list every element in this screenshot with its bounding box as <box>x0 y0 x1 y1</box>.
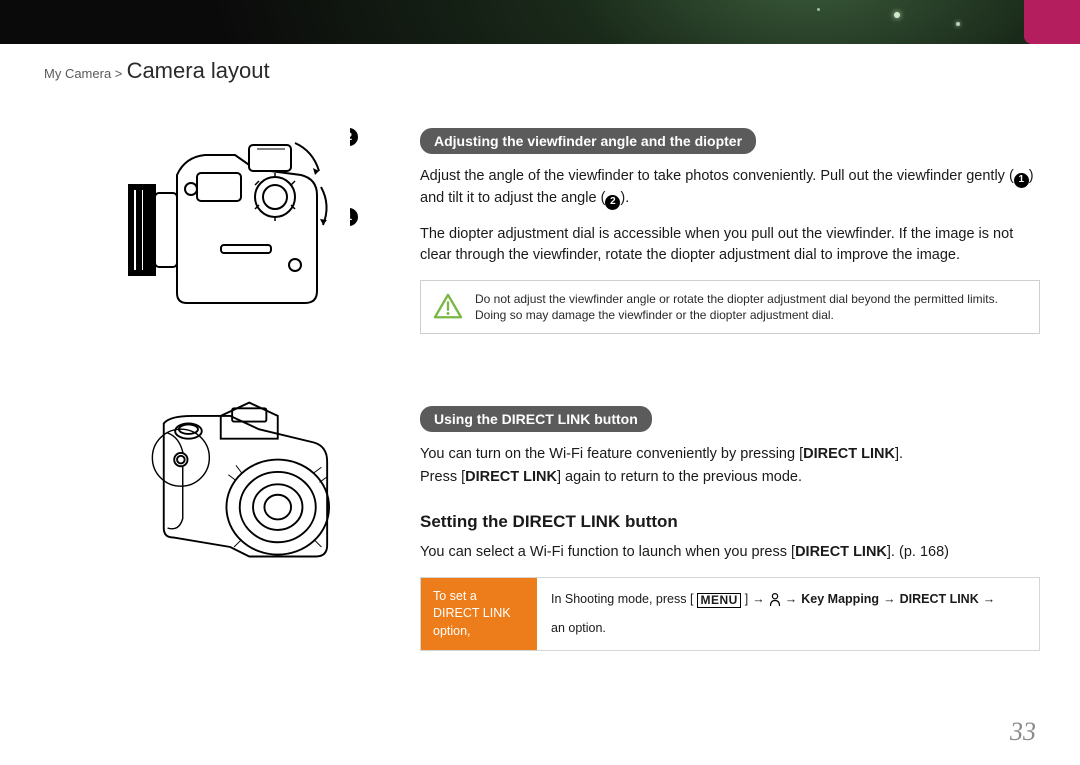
section1-para1: Adjust the angle of the viewfinder to ta… <box>420 166 1040 210</box>
section-heading-2: Using the DIRECT LINK button <box>420 406 652 432</box>
page-number: 33 <box>1010 717 1036 747</box>
section2-para1: You can turn on the Wi-Fi feature conven… <box>420 444 1040 465</box>
arrow-icon: → <box>983 591 996 609</box>
instruction-steps: In Shooting mode, press [ MENU] → → Key … <box>537 578 1039 651</box>
text: You can turn on the Wi-Fi feature conven… <box>420 446 803 462</box>
magenta-tab <box>1024 0 1080 44</box>
arrow-icon: → <box>752 591 765 609</box>
content-column: Adjusting the viewfinder angle and the d… <box>420 128 1040 651</box>
text: ). <box>620 190 629 206</box>
arrow-icon: → <box>785 591 798 609</box>
text: Adjust the angle of the viewfinder to ta… <box>420 168 1014 184</box>
subheading-para: You can select a Wi-Fi function to launc… <box>420 542 1040 563</box>
breadcrumb: My Camera > Camera layout <box>44 58 270 84</box>
text: ] <box>745 591 748 609</box>
bold-text: DIRECT LINK <box>900 591 979 609</box>
section-heading-1: Adjusting the viewfinder angle and the d… <box>420 128 756 154</box>
inline-callout-1: 1 <box>1014 173 1029 188</box>
warning-text: Do not adjust the viewfinder angle or ro… <box>475 292 998 322</box>
text: Press [ <box>420 469 465 485</box>
warning-box: Do not adjust the viewfinder angle or ro… <box>420 280 1040 334</box>
sparkle-decor <box>894 12 900 18</box>
camera-front-illustration <box>120 390 350 590</box>
text: In Shooting mode, press [ <box>551 591 693 609</box>
bold-text: Key Mapping <box>801 591 879 609</box>
bold-text: DIRECT LINK <box>803 446 895 462</box>
page-title: Camera layout <box>127 58 270 83</box>
menu-icon: MENU <box>697 593 740 608</box>
breadcrumb-prefix: My Camera > <box>44 66 122 81</box>
bold-text: DIRECT LINK <box>465 469 557 485</box>
section1-para2: The diopter adjustment dial is accessibl… <box>420 224 1040 266</box>
arrow-icon: → <box>883 591 896 609</box>
text: ] again to return to the previous mode. <box>557 469 802 485</box>
text: ]. (p. 168) <box>887 544 949 560</box>
bold-text: DIRECT LINK <box>795 544 887 560</box>
text: ]. <box>895 446 903 462</box>
text: an option. <box>551 620 606 638</box>
inline-callout-2: 2 <box>605 195 620 210</box>
sparkle-decor <box>817 8 820 11</box>
camera-top-illustration <box>120 120 350 320</box>
section2-para2: Press [DIRECT LINK] again to return to t… <box>420 467 1040 488</box>
sparkle-decor <box>956 22 960 26</box>
instruction-label: To set a DIRECT LINK option, <box>421 578 537 651</box>
section-2: Using the DIRECT LINK button You can tur… <box>420 406 1040 652</box>
person-icon <box>769 593 781 607</box>
subheading: Setting the DIRECT LINK button <box>420 512 1040 532</box>
instruction-box: To set a DIRECT LINK option, In Shooting… <box>420 577 1040 652</box>
top-banner <box>0 0 1080 44</box>
text: You can select a Wi-Fi function to launc… <box>420 544 795 560</box>
illustration-column <box>120 120 380 590</box>
warning-icon <box>433 293 463 321</box>
